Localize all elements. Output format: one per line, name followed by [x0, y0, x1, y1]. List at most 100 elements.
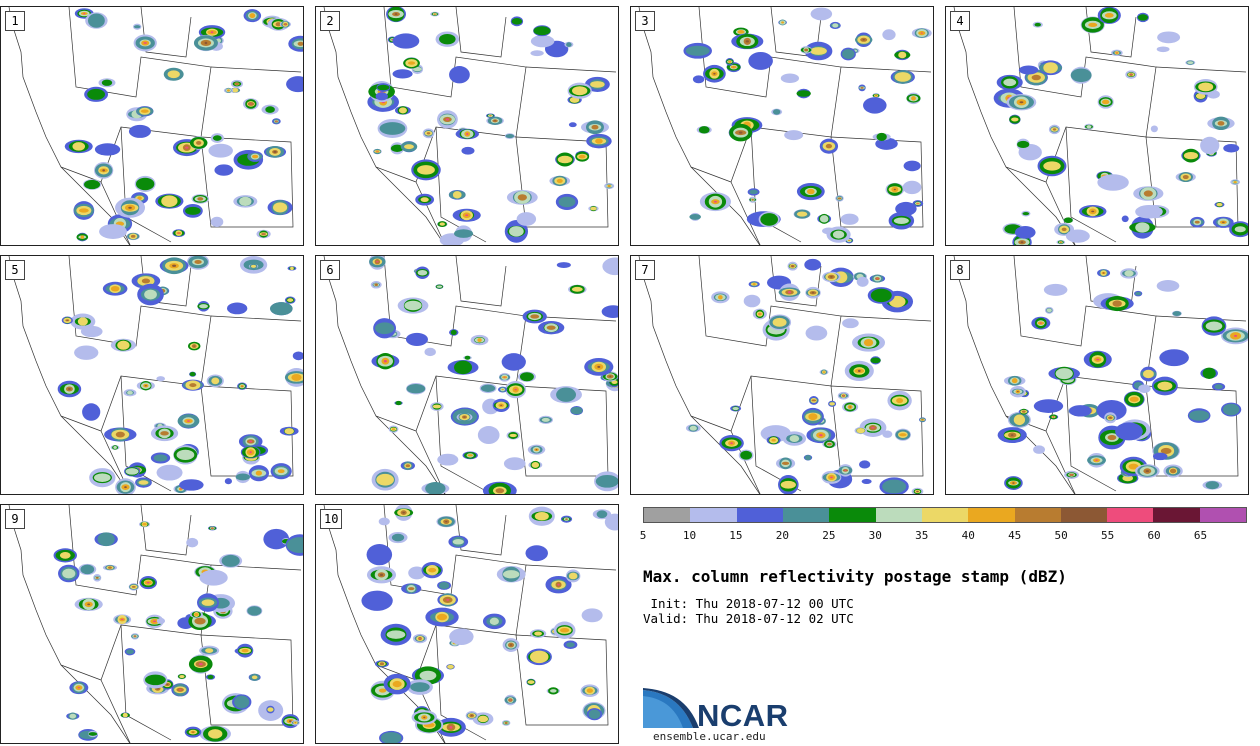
member-label: 7 — [635, 260, 655, 280]
reflectivity-cell — [393, 69, 413, 78]
reflectivity-cell — [134, 636, 135, 637]
reflectivity-cell — [377, 151, 378, 152]
reflectivity-cell — [267, 707, 273, 711]
reflectivity-cell — [249, 13, 255, 18]
reflectivity-cell — [1195, 221, 1200, 224]
reflectivity-cell — [528, 680, 535, 684]
colorbar-tick-label: 40 — [962, 529, 975, 542]
map-canvas — [946, 256, 1249, 495]
reflectivity-cell — [108, 566, 112, 569]
reflectivity-cell — [1222, 222, 1225, 223]
reflectivity-cell — [1206, 322, 1223, 331]
reflectivity-cell — [111, 286, 119, 292]
reflectivity-cell — [841, 214, 859, 225]
reflectivity-cell — [1206, 481, 1219, 489]
reflectivity-cell — [1011, 117, 1018, 121]
reflectivity-cell — [447, 665, 454, 669]
reflectivity-cell — [830, 476, 833, 478]
reflectivity-cell — [713, 73, 715, 75]
reflectivity-cell — [437, 286, 442, 288]
reflectivity-cell — [126, 649, 134, 654]
reflectivity-cell — [1060, 242, 1061, 243]
reflectivity-cell — [1130, 397, 1139, 402]
reflectivity-cell — [728, 60, 731, 62]
reflectivity-cell — [192, 732, 194, 733]
state-boundary — [416, 182, 446, 246]
reflectivity-cell — [290, 267, 294, 270]
reflectivity-cell — [876, 278, 878, 279]
state-boundary — [456, 505, 506, 555]
reflectivity-cell — [1143, 370, 1154, 379]
reflectivity-cell — [395, 13, 398, 15]
reflectivity-cell — [234, 696, 249, 709]
reflectivity-cell — [417, 165, 435, 174]
reflectivity-cell — [1014, 415, 1025, 426]
reflectivity-cell — [503, 570, 519, 578]
reflectivity-cell — [95, 143, 120, 155]
reflectivity-cell — [62, 569, 75, 579]
reflectivity-cell — [500, 405, 502, 406]
reflectivity-cell — [812, 292, 814, 294]
reflectivity-cell — [463, 417, 465, 418]
map-canvas — [631, 7, 934, 246]
reflectivity-cell — [871, 289, 892, 302]
colorbar-swatch — [922, 508, 968, 522]
reflectivity-cell — [213, 135, 222, 141]
reflectivity-cell — [530, 314, 539, 318]
reflectivity-cell — [1135, 205, 1163, 219]
reflectivity-cell — [98, 532, 115, 546]
reflectivity-cell — [597, 510, 608, 518]
reflectivity-cell — [392, 534, 404, 542]
reflectivity-cell — [1047, 308, 1052, 312]
reflectivity-cell — [249, 441, 252, 443]
reflectivity-cell — [1203, 368, 1216, 379]
colorbar-swatch — [1107, 508, 1153, 522]
reflectivity-cell — [84, 180, 100, 189]
reflectivity-cell — [208, 144, 232, 158]
reflectivity-cell — [142, 523, 146, 525]
reflectivity-cell — [502, 353, 526, 371]
reflectivity-cell — [882, 480, 906, 494]
reflectivity-cell — [1044, 284, 1068, 296]
reflectivity-cell — [145, 675, 166, 686]
reflectivity-cell — [222, 555, 240, 567]
reflectivity-cell — [804, 259, 821, 271]
reflectivity-cell — [453, 191, 462, 198]
reflectivity-cell — [205, 42, 208, 44]
reflectivity-cell — [446, 599, 449, 601]
reflectivity-cell — [838, 197, 842, 199]
reflectivity-cell — [478, 426, 500, 444]
reflectivity-cell — [465, 214, 468, 216]
colorbar-tick-label: 50 — [1055, 529, 1068, 542]
state-boundary — [1156, 67, 1246, 72]
reflectivity-cell — [572, 287, 583, 292]
reflectivity-cell — [1138, 384, 1150, 393]
reflectivity-cell — [406, 464, 410, 467]
reflectivity-cell — [121, 619, 124, 620]
reflectivity-cell — [848, 240, 851, 241]
reflectivity-cell — [166, 684, 168, 685]
reflectivity-cell — [145, 385, 147, 386]
reflectivity-cell — [1135, 222, 1149, 232]
reflectivity-cell — [819, 434, 822, 436]
member-panel: 4 — [945, 6, 1249, 246]
colorbar-swatch — [783, 508, 829, 522]
reflectivity-cell — [718, 295, 723, 299]
logo-url: ensemble.ucar.edu — [653, 730, 766, 743]
reflectivity-cell — [744, 295, 761, 308]
reflectivity-cell — [295, 722, 296, 723]
reflectivity-cell — [227, 303, 247, 315]
reflectivity-cell — [134, 25, 141, 28]
reflectivity-cell — [746, 40, 749, 42]
reflectivity-cell — [531, 35, 554, 47]
reflectivity-cell — [451, 330, 457, 335]
map-canvas — [316, 505, 619, 744]
reflectivity-cell — [572, 86, 587, 95]
reflectivity-cell — [1017, 141, 1029, 148]
reflectivity-cell — [560, 628, 569, 633]
reflectivity-cell — [582, 608, 603, 622]
reflectivity-cell — [686, 46, 710, 56]
state-boundary — [101, 680, 131, 744]
reflectivity-cell — [1015, 226, 1036, 239]
reflectivity-cell — [829, 402, 835, 405]
